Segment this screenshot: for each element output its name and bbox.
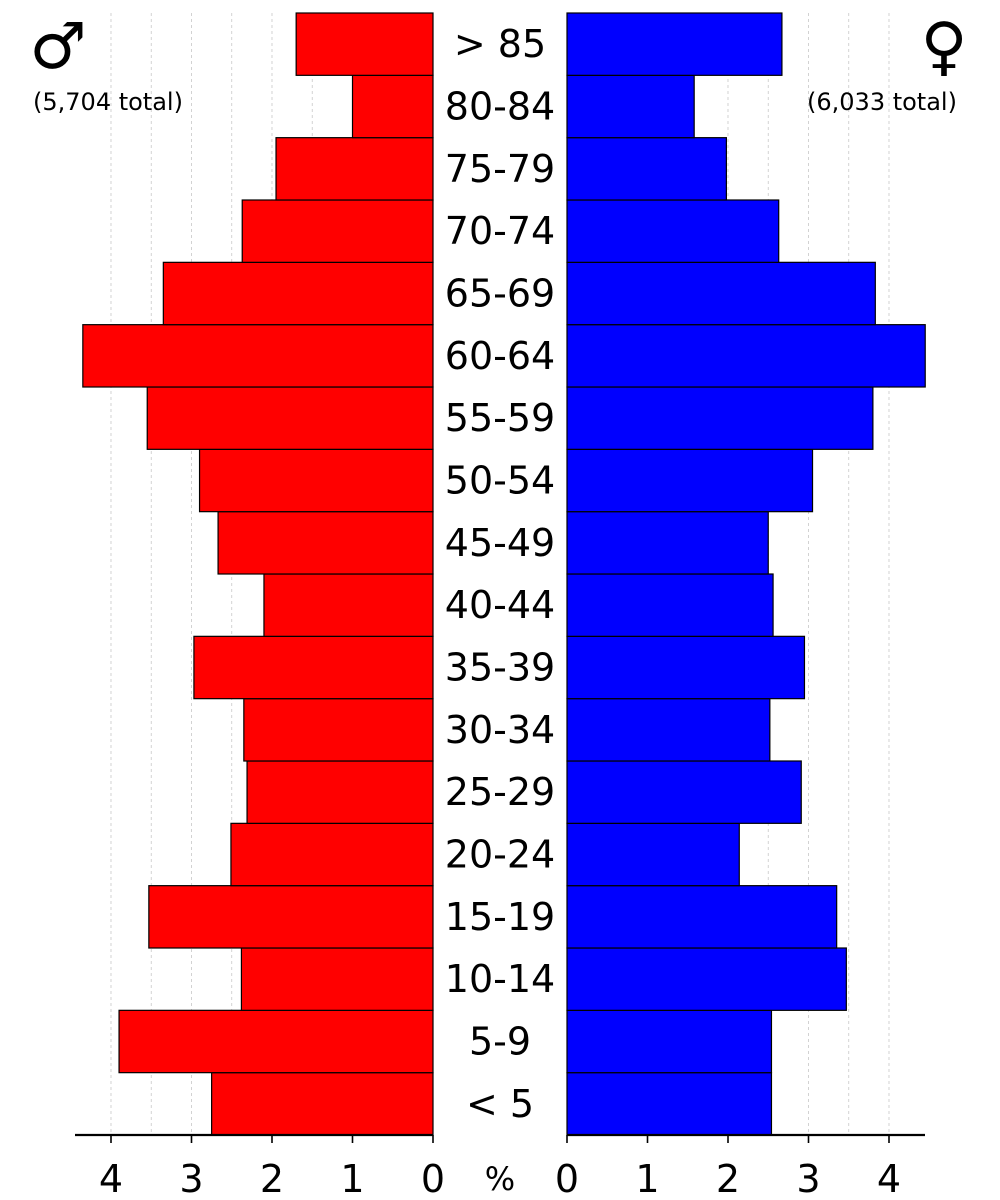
- bar-male-40-44: [263, 573, 434, 637]
- category-labels: < 5 5-9 10-14 15-19 20-24 25-29 30-34 35-39 40-4…: [445, 22, 555, 1126]
- category-label: 50-54: [445, 459, 555, 503]
- female-symbol: ♀: [921, 10, 968, 84]
- bar-female-70-74: [566, 199, 780, 263]
- bar-male-65-69: [162, 261, 434, 326]
- bar-layer: [82, 12, 926, 1136]
- bar-male-55-59: [146, 386, 434, 450]
- bar-male-80-84: [351, 74, 434, 139]
- category-label: 60-64: [445, 334, 555, 378]
- category-label: 35-39: [445, 646, 555, 690]
- bar-female-65-69: [566, 261, 876, 326]
- bar-female-80-84: [566, 74, 695, 139]
- tick-label-left: 2: [260, 1157, 284, 1200]
- category-label: < 5: [466, 1082, 534, 1126]
- category-label: 10-14: [445, 957, 555, 1001]
- tick-label-right: 0: [555, 1157, 579, 1200]
- bar-female-40-44: [566, 573, 774, 637]
- category-label: 80-84: [445, 85, 555, 129]
- bar-female-60-64: [566, 324, 926, 388]
- category-label: 40-44: [445, 583, 555, 627]
- bar-male-75-79: [275, 137, 434, 201]
- bar-female-50-54: [566, 448, 814, 513]
- category-label: 15-19: [445, 895, 555, 939]
- male-symbol: ♂: [29, 10, 86, 84]
- bar-male-45-49: [217, 511, 434, 575]
- category-label: 45-49: [445, 521, 555, 565]
- bar-male-15-19: [148, 885, 434, 949]
- bar-male-5-9: [118, 1009, 434, 1074]
- category-label: 20-24: [445, 833, 555, 877]
- bar-male-25-29: [246, 760, 434, 824]
- bar-female-30-34: [566, 698, 771, 762]
- bar-male-50-54: [198, 448, 434, 513]
- category-label: 65-69: [445, 272, 555, 316]
- category-label: 70-74: [445, 209, 555, 253]
- bar-female-15-19: [566, 885, 838, 949]
- bar-male--85: [295, 12, 434, 76]
- tick-label-right: 2: [716, 1157, 740, 1200]
- bar-male-10-14: [240, 947, 434, 1011]
- bar-male-30-34: [243, 698, 434, 762]
- category-label: 55-59: [445, 396, 555, 440]
- bar-female-35-39: [566, 635, 806, 700]
- tick-label-left: 0: [421, 1157, 445, 1200]
- bar-female-45-49: [566, 511, 769, 575]
- female-total-label: (6,033 total): [807, 88, 957, 116]
- category-label: 75-79: [445, 147, 555, 191]
- bar-female-25-29: [566, 760, 802, 824]
- bar-female-20-24: [566, 822, 740, 887]
- bar-male-20-24: [230, 822, 434, 887]
- tick-label-right: 3: [796, 1157, 820, 1200]
- bar-male--5: [211, 1072, 434, 1136]
- bar-female-5-9: [566, 1009, 773, 1074]
- category-label: > 85: [454, 22, 546, 66]
- bar-male-70-74: [241, 199, 434, 263]
- tick-layer: 4 3 2 1 0 0 1 2 3 4: [99, 1135, 901, 1200]
- bar-female-75-79: [566, 137, 727, 201]
- bar-male-60-64: [82, 324, 434, 388]
- category-label: 30-34: [445, 708, 555, 752]
- tick-label-left: 1: [340, 1157, 364, 1200]
- bar-female--85: [566, 12, 783, 76]
- tick-label-left: 4: [99, 1157, 123, 1200]
- tick-label-right: 1: [635, 1157, 659, 1200]
- bar-female-55-59: [566, 386, 874, 450]
- bar-female--5: [566, 1072, 773, 1136]
- tick-label-left: 3: [179, 1157, 203, 1200]
- bar-male-35-39: [193, 635, 434, 700]
- category-label: 5-9: [469, 1020, 531, 1064]
- unit-label: %: [485, 1160, 515, 1198]
- tick-label-right: 4: [877, 1157, 901, 1200]
- male-total-label: (5,704 total): [33, 88, 183, 116]
- category-label: 25-29: [445, 770, 555, 814]
- bar-female-10-14: [566, 947, 847, 1011]
